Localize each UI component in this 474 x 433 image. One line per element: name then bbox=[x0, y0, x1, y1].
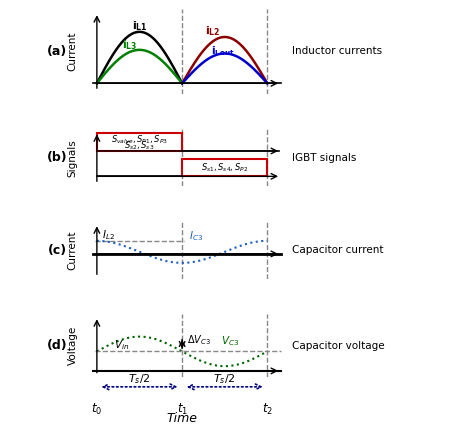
Text: $I_{C3}$: $I_{C3}$ bbox=[189, 229, 203, 242]
Text: (a): (a) bbox=[47, 45, 67, 58]
Text: Voltage: Voltage bbox=[68, 326, 78, 365]
Text: $t_0$: $t_0$ bbox=[91, 402, 102, 417]
Text: $\Delta V_{C3}$: $\Delta V_{C3}$ bbox=[187, 333, 211, 347]
Text: $\mathbf{i_{L3}}$: $\mathbf{i_{L3}}$ bbox=[121, 38, 137, 52]
Text: Current: Current bbox=[68, 230, 78, 270]
Text: $V_{in}$: $V_{in}$ bbox=[114, 339, 129, 352]
Text: $\mathbf{i_{Lout}}$: $\mathbf{i_{Lout}}$ bbox=[211, 44, 235, 58]
Text: $T_s/2$: $T_s/2$ bbox=[128, 373, 151, 386]
Text: $\mathbf{i_{L1}}$: $\mathbf{i_{L1}}$ bbox=[132, 19, 147, 32]
Text: $S_{valve}, S_{P1}, S_{P3}$: $S_{valve}, S_{P1}, S_{P3}$ bbox=[111, 134, 168, 146]
Text: $I_{L2}$: $I_{L2}$ bbox=[102, 229, 115, 242]
Text: IGBT signals: IGBT signals bbox=[292, 153, 356, 163]
Text: (d): (d) bbox=[47, 339, 67, 352]
Bar bbox=[97, 133, 182, 151]
Text: Inductor currents: Inductor currents bbox=[292, 46, 383, 56]
Text: Capacitor current: Capacitor current bbox=[292, 245, 383, 255]
Text: $S_{s1}, S_{s4}, S_{P2}$: $S_{s1}, S_{s4}, S_{P2}$ bbox=[201, 162, 248, 174]
Text: $T_s/2$: $T_s/2$ bbox=[213, 373, 236, 386]
Text: $V_{C3}$: $V_{C3}$ bbox=[221, 334, 239, 348]
Text: $t_2$: $t_2$ bbox=[262, 402, 273, 417]
Text: (c): (c) bbox=[47, 244, 66, 257]
Text: Current: Current bbox=[68, 32, 78, 71]
Bar bbox=[182, 159, 267, 176]
Text: Time: Time bbox=[167, 411, 198, 424]
Text: $t_1$: $t_1$ bbox=[177, 402, 188, 417]
Text: Capacitor voltage: Capacitor voltage bbox=[292, 341, 385, 351]
Text: Signals: Signals bbox=[68, 139, 78, 177]
Text: (b): (b) bbox=[47, 151, 67, 164]
Text: $S_{s2}, S_{s3}$: $S_{s2}, S_{s3}$ bbox=[124, 140, 155, 152]
Text: $\mathbf{i_{L2}}$: $\mathbf{i_{L2}}$ bbox=[205, 24, 220, 38]
